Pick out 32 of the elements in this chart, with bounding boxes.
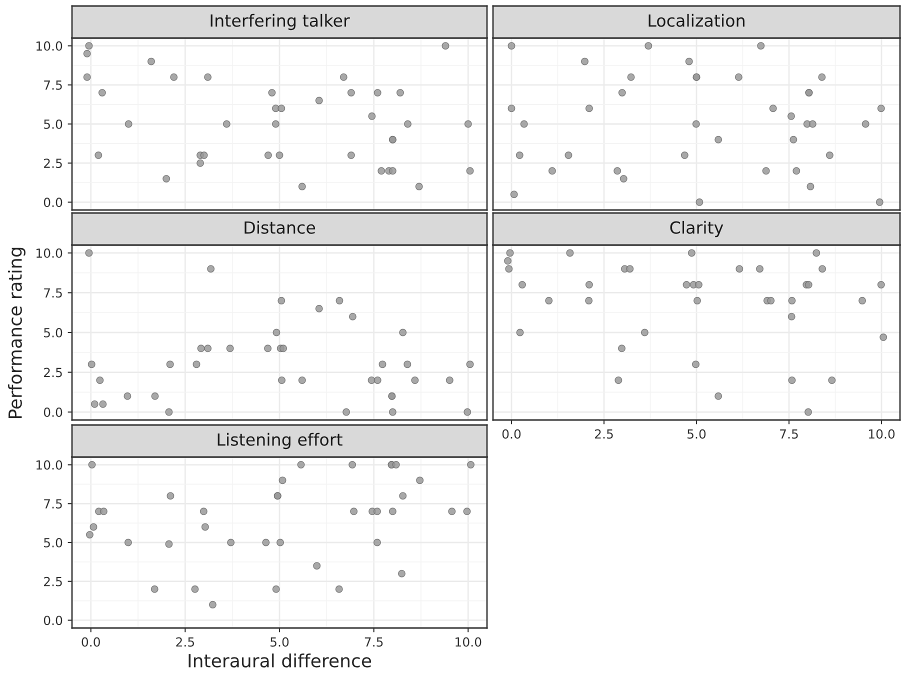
y-tick-label: 0.0 [44, 408, 62, 417]
x-tick-label: 2.5 [594, 429, 613, 439]
y-tick-label: 5.0 [44, 328, 62, 338]
chart-title: Localization [648, 14, 744, 27]
y-tick-label: 2.5 [44, 368, 62, 378]
chart-title: Interfering talker [210, 14, 350, 30]
y-tick-label: 10.0 [36, 41, 62, 51]
x-tick-label: 7.5 [780, 429, 798, 439]
y-tick-label: 10.0 [36, 460, 62, 470]
y-tick-label: 0.0 [44, 616, 62, 626]
y-tick-label: 7.5 [44, 288, 62, 298]
y-axis-title: Performance rating [8, 248, 26, 418]
y-tick-label: 0.0 [44, 198, 62, 208]
x-tick-label: 2.5 [176, 637, 194, 647]
x-tick-label: 5.0 [688, 429, 706, 439]
y-tick-label: 7.5 [44, 80, 62, 90]
y-tick-label: 5.0 [44, 119, 62, 129]
y-tick-label: 2.5 [44, 576, 62, 586]
y-tick-label: 7.5 [44, 499, 62, 509]
y-tick-label: 2.5 [44, 158, 62, 168]
x-tick-label: 7.5 [364, 637, 383, 647]
x-axis-title: Interaural difference [188, 654, 372, 668]
chart-title: Distance [244, 220, 316, 234]
x-tick-label: 0.0 [502, 429, 521, 439]
chart-title: Listening effort [218, 432, 342, 450]
x-tick-label: 10.0 [456, 637, 482, 647]
x-tick-label: 10.0 [868, 429, 895, 439]
y-tick-label: 10.0 [36, 248, 62, 258]
chart-title: Clarity [670, 220, 724, 238]
x-tick-label: 5.0 [270, 637, 289, 647]
y-tick-label: 5.0 [44, 538, 62, 548]
x-tick-label: 0.0 [82, 637, 100, 647]
